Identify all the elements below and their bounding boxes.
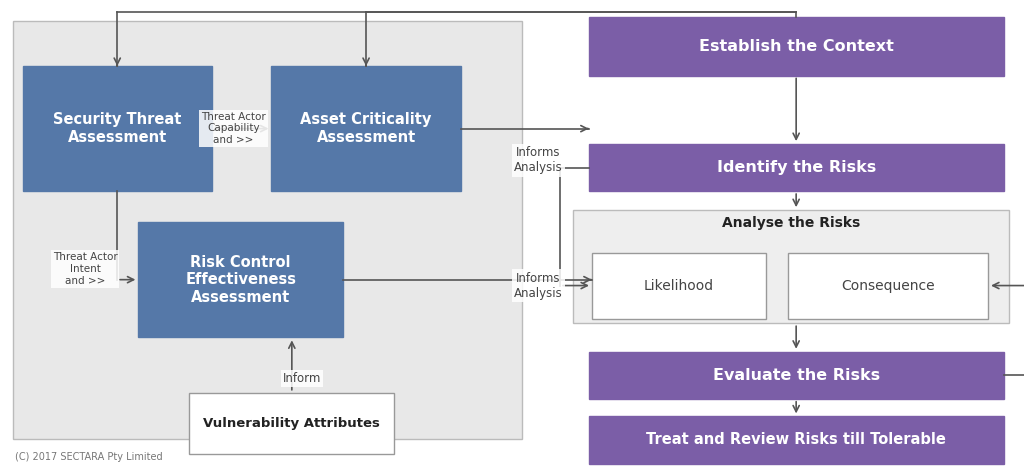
- FancyBboxPatch shape: [589, 144, 1004, 191]
- FancyBboxPatch shape: [589, 352, 1004, 399]
- Text: Inform: Inform: [283, 372, 322, 385]
- Text: Threat Actor
Capability
and >>: Threat Actor Capability and >>: [201, 112, 266, 145]
- FancyBboxPatch shape: [589, 17, 1004, 76]
- FancyBboxPatch shape: [573, 210, 1009, 323]
- FancyBboxPatch shape: [271, 66, 461, 191]
- Text: Treat and Review Risks till Tolerable: Treat and Review Risks till Tolerable: [646, 432, 946, 447]
- FancyBboxPatch shape: [592, 253, 766, 319]
- Text: Informs
Analysis: Informs Analysis: [514, 271, 563, 300]
- Text: Establish the Context: Establish the Context: [698, 39, 894, 53]
- Text: Informs
Analysis: Informs Analysis: [514, 146, 563, 175]
- FancyBboxPatch shape: [138, 222, 343, 337]
- Text: Asset Criticality
Assessment: Asset Criticality Assessment: [300, 112, 432, 145]
- FancyBboxPatch shape: [23, 66, 212, 191]
- FancyBboxPatch shape: [788, 253, 988, 319]
- Text: Vulnerability Attributes: Vulnerability Attributes: [204, 417, 380, 430]
- Text: Security Threat
Assessment: Security Threat Assessment: [53, 112, 181, 145]
- Text: (C) 2017 SECTARA Pty Limited: (C) 2017 SECTARA Pty Limited: [15, 452, 163, 462]
- FancyBboxPatch shape: [589, 416, 1004, 464]
- Text: Identify the Risks: Identify the Risks: [717, 160, 876, 175]
- FancyBboxPatch shape: [189, 393, 394, 454]
- FancyBboxPatch shape: [13, 21, 522, 439]
- Text: Threat Actor
Intent
and >>: Threat Actor Intent and >>: [52, 253, 118, 286]
- Text: Likelihood: Likelihood: [644, 278, 714, 293]
- Text: Risk Control
Effectiveness
Assessment: Risk Control Effectiveness Assessment: [185, 255, 296, 304]
- Text: Evaluate the Risks: Evaluate the Risks: [713, 368, 880, 383]
- Text: Analyse the Risks: Analyse the Risks: [722, 216, 860, 230]
- Text: Consequence: Consequence: [842, 278, 935, 293]
